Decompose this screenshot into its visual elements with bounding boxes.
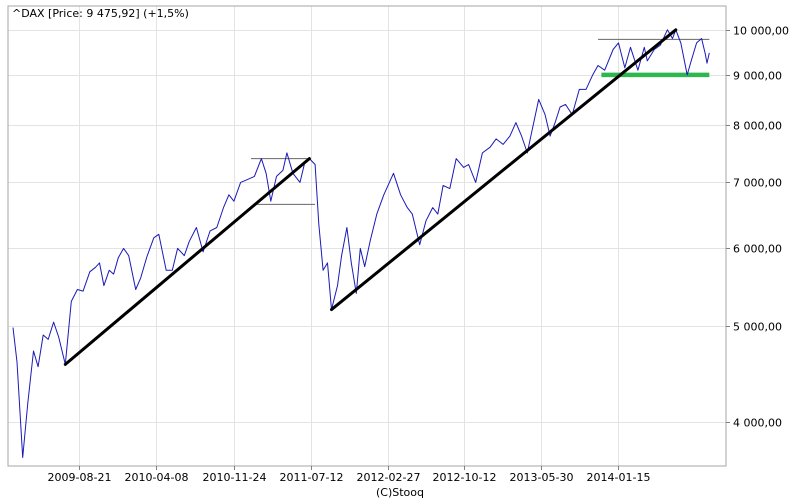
price-line bbox=[12, 29, 710, 458]
y-tick-label: 9 000,00 bbox=[733, 70, 782, 83]
chart-title: ^DAX [Price: 9 475,92] (+1,5%) bbox=[12, 7, 189, 20]
y-tick-label: 8 000,00 bbox=[733, 120, 782, 133]
x-tick-label: 2011-07-12 bbox=[280, 471, 344, 484]
y-tick-label: 4 000,00 bbox=[733, 417, 782, 430]
x-axis-labels: 2009-08-21 2010-04-08 2010-11-24 2011-07-12… bbox=[48, 471, 651, 484]
chart-credit: (C)Stooq bbox=[376, 486, 424, 499]
y-tick-label: 5 000,00 bbox=[733, 321, 782, 334]
x-tick-label: 2009-08-21 bbox=[48, 471, 112, 484]
trendline bbox=[329, 28, 678, 312]
chart-grid bbox=[8, 6, 726, 466]
price-series bbox=[12, 29, 710, 458]
x-tick-label: 2014-01-15 bbox=[587, 471, 651, 484]
x-tick-label: 2010-11-24 bbox=[203, 471, 267, 484]
y-axis-tick-marks bbox=[726, 30, 730, 423]
x-axis-tick-marks bbox=[79, 466, 619, 470]
plot-frame bbox=[7, 5, 727, 467]
y-tick-label: 6 000,00 bbox=[733, 243, 782, 256]
x-tick-label: 2012-10-12 bbox=[433, 471, 497, 484]
y-tick-label: 10 000,00 bbox=[733, 25, 789, 38]
y-axis-labels: 4 000,00 5 000,00 6 000,00 7 000,00 8 000,00… bbox=[733, 25, 789, 430]
x-tick-label: 2013-05-30 bbox=[510, 471, 574, 484]
x-tick-label: 2012-02-27 bbox=[357, 471, 421, 484]
trendline bbox=[63, 157, 311, 366]
x-tick-label: 2010-04-08 bbox=[125, 471, 189, 484]
y-tick-label: 7 000,00 bbox=[733, 177, 782, 190]
trendlines bbox=[63, 28, 678, 366]
